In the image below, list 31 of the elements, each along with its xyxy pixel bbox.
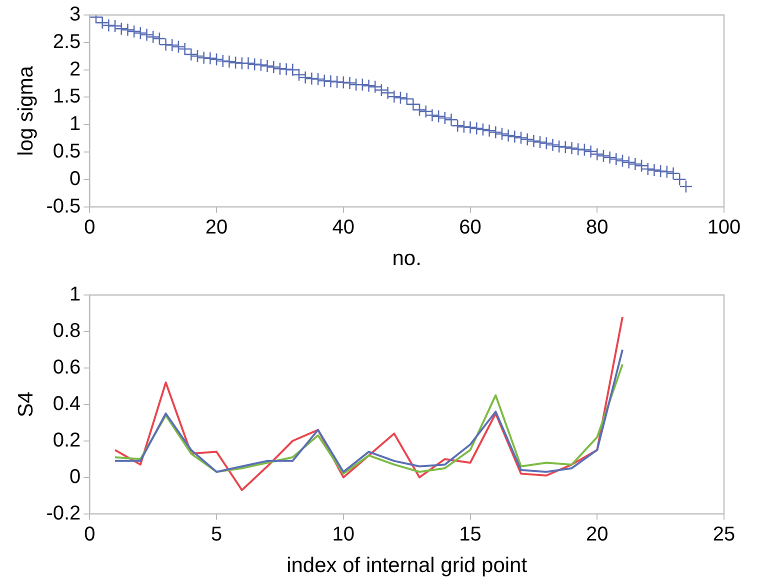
y-tick-label: 0.2 — [52, 429, 81, 452]
y-tick-label: 0 — [70, 168, 81, 190]
y-tick-label: 3 — [70, 4, 81, 26]
y-axis-title: S4 — [14, 391, 38, 418]
y-tick-label: 0 — [70, 466, 81, 488]
x-tick-label: 100 — [707, 216, 741, 238]
y-tick-label: 0.8 — [52, 320, 81, 342]
x-tick-label: 20 — [586, 523, 608, 546]
x-tick-label: 0 — [84, 216, 96, 238]
y-tick-label: 2.5 — [52, 30, 81, 53]
y-axis-title: log sigma — [14, 66, 38, 156]
x-tick-label: 60 — [459, 216, 482, 238]
y-tick-label: -0.2 — [46, 502, 81, 524]
x-axis-title: no. — [392, 247, 422, 270]
x-tick-label: 20 — [205, 216, 228, 238]
y-tick-label: 1 — [70, 284, 81, 306]
y-tick-label: 0.6 — [52, 356, 81, 378]
y-tick-label: 1.5 — [52, 86, 81, 108]
x-tick-label: 10 — [332, 523, 355, 546]
x-tick-label: 0 — [84, 523, 96, 546]
y-tick-label: 0.4 — [52, 392, 81, 415]
y-tick-label: 1 — [70, 113, 81, 136]
x-tick-label: 40 — [332, 216, 355, 238]
x-tick-label: 5 — [210, 523, 222, 546]
x-tick-label: 15 — [459, 523, 482, 546]
x-tick-label: 25 — [712, 523, 736, 546]
y-tick-label: -0.5 — [46, 195, 81, 218]
y-tick-label: 0.5 — [52, 140, 81, 163]
x-tick-label: 80 — [586, 216, 608, 238]
x-axis-title: index of internal grid point — [286, 554, 528, 578]
y-tick-label: 2 — [70, 58, 81, 80]
